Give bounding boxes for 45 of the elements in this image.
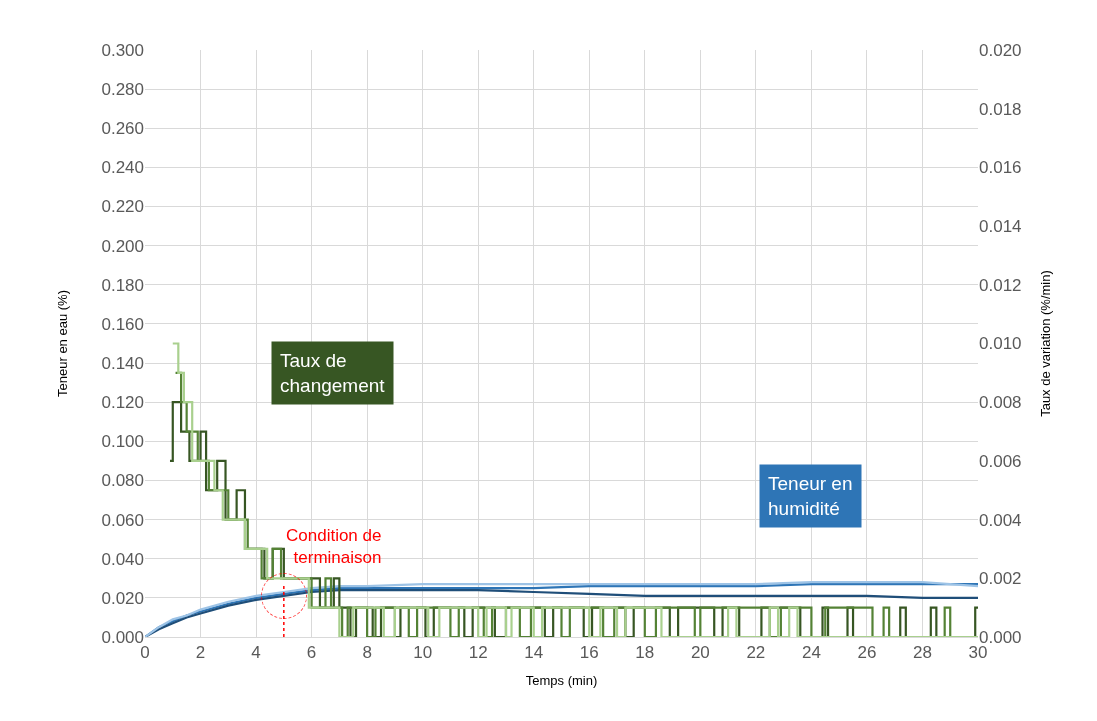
y-tick-label: 0.120 [101,393,144,413]
y2-tick-label: 0.006 [979,451,1022,471]
y2-tick-label: 0.020 [979,40,1022,60]
y-tick-label: 0.160 [101,314,144,334]
y-tick-label: 0.240 [101,158,144,178]
y2-tick-label: 0.012 [979,275,1022,295]
y2-tick-label: 0.008 [979,393,1022,413]
y-tick-label: 0.100 [101,432,144,452]
y2-tick-label: 0.004 [979,510,1022,530]
x-tick-label: 22 [746,643,766,663]
x-tick-label: 14 [524,643,544,663]
x-tick-label: 16 [579,643,599,663]
y2-tick-label: 0.018 [979,99,1022,119]
x-tick-label: 2 [195,643,206,663]
y-tick-label: 0.280 [101,80,144,100]
y-tick-label: 0.140 [101,354,144,374]
y-axis-title: Teneur en eau (%) [55,290,71,397]
y-tick-label: 0.200 [101,236,144,256]
y2-tick-label: 0.002 [979,569,1022,589]
y-tick-label: 0.180 [101,275,144,295]
x-tick-label: 26 [857,643,877,663]
y-tick-label: 0.060 [101,510,144,530]
x-tick-label: 24 [801,643,821,663]
x-tick-label: 28 [913,643,932,663]
y2-tick-label: 0.010 [979,334,1022,354]
x-tick-label: 20 [690,643,710,663]
y2-tick-label: 0.016 [979,158,1022,178]
annotation: Teneur en humidité [768,473,853,519]
x-tick-label: 10 [413,643,433,663]
y-tick-label: 0.040 [101,549,144,569]
ref-line-label: Condition de terminaison [286,526,382,568]
x-tick-label: 12 [468,643,488,663]
x-axis-title: Temps (min) [525,673,598,688]
y-tick-label: 0.260 [101,119,144,139]
y-tick-label: 0.080 [101,471,144,491]
y2-axis-title: Taux de variation (%/min) [1038,270,1054,417]
x-tick-label: 4 [251,643,261,663]
y-tick-label: 0.220 [101,197,144,217]
x-tick-label: 6 [306,643,317,663]
y-tick-label: 0.020 [101,588,144,608]
x-tick-label: 8 [362,643,372,663]
x-tick-label: 18 [635,643,655,663]
y2-tick-label: 0.014 [979,217,1022,237]
y-tick-label: 0.300 [101,40,144,60]
annotation: Taux de changement [280,350,386,396]
